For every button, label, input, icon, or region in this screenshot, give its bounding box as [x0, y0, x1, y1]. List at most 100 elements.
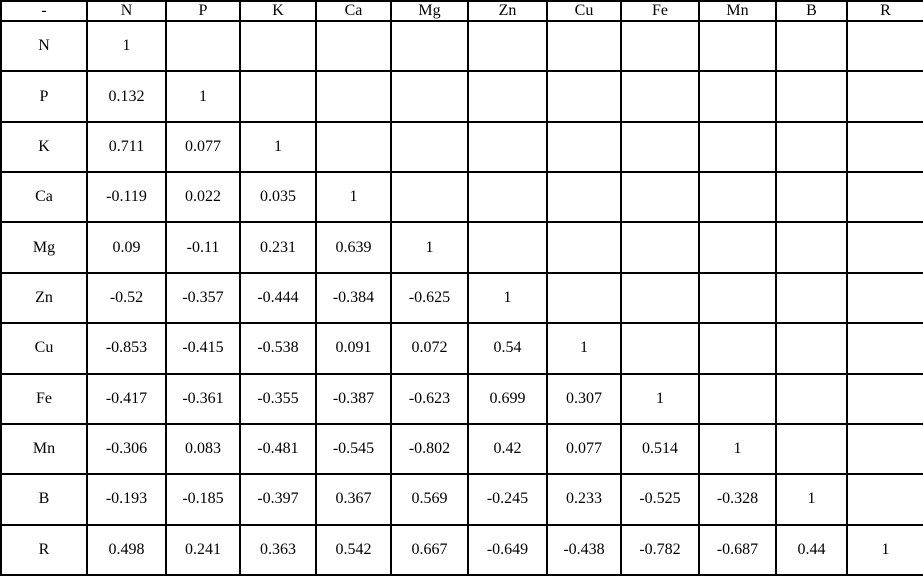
cell-Mn-Ca: -0.545	[315, 422, 392, 476]
cell-K-R	[846, 120, 923, 174]
cell-K-Cu	[546, 120, 622, 174]
cell-Cu-N: -0.853	[86, 322, 167, 375]
cell-Mn-K: -0.481	[239, 422, 317, 476]
cell-Fe-Mn	[698, 372, 777, 425]
cell-R-Mn: -0.687	[698, 523, 777, 576]
cell-K-Zn	[467, 120, 548, 174]
cell-B-Ca: 0.367	[315, 473, 392, 526]
cell-Fe-Zn: 0.699	[467, 372, 548, 425]
cell-R-R: 1	[846, 523, 923, 576]
row-header-P: P	[0, 70, 88, 123]
cell-K-P: 0.077	[165, 120, 241, 174]
cell-Zn-Fe	[620, 271, 700, 325]
cell-K-K: 1	[239, 120, 317, 174]
row-header-Mg: Mg	[0, 221, 88, 274]
cell-Mg-Ca: 0.639	[315, 221, 392, 274]
cell-K-Mn	[698, 120, 777, 174]
cell-N-Mn	[698, 19, 777, 73]
cell-Ca-N: -0.119	[86, 171, 167, 224]
table-row-Mn: Mn -0.306 0.083 -0.481 -0.545 -0.802 0.42 0.077…	[0, 422, 923, 476]
cell-Ca-R	[846, 171, 923, 224]
cell-Mg-Mn	[698, 221, 777, 274]
cell-Mn-P: 0.083	[165, 422, 241, 476]
cell-Mg-B	[775, 221, 848, 274]
cell-Fe-Fe: 1	[620, 372, 700, 425]
cell-B-K: -0.397	[239, 473, 317, 526]
column-header-Fe: Fe	[620, 0, 700, 22]
cell-Ca-Mg	[390, 171, 469, 224]
table-row-Zn: Zn -0.52 -0.357 -0.444 -0.384 -0.625 1	[0, 271, 923, 325]
cell-P-K	[239, 70, 317, 123]
cell-P-B	[775, 70, 848, 123]
cell-Mn-Fe: 0.514	[620, 422, 700, 476]
cell-P-Mn	[698, 70, 777, 123]
cell-R-Mg: 0.667	[390, 523, 469, 576]
cell-R-B: 0.44	[775, 523, 848, 576]
cell-Fe-Mg: -0.623	[390, 372, 469, 425]
cell-N-P	[165, 19, 241, 73]
cell-Mn-N: -0.306	[86, 422, 167, 476]
cell-R-Fe: -0.782	[620, 523, 700, 576]
cell-Cu-Ca: 0.091	[315, 322, 392, 375]
cell-Mn-R	[846, 422, 923, 476]
cell-Fe-R	[846, 372, 923, 425]
cell-Zn-R	[846, 271, 923, 325]
table-row-Fe: Fe -0.417 -0.361 -0.355 -0.387 -0.623 0.699 0.3…	[0, 372, 923, 425]
cell-N-B	[775, 19, 848, 73]
row-header-K: K	[0, 120, 88, 174]
cell-B-P: -0.185	[165, 473, 241, 526]
table-row-Ca: Ca -0.119 0.022 0.035 1	[0, 171, 923, 224]
cell-Mg-Fe	[620, 221, 700, 274]
cell-Mg-R	[846, 221, 923, 274]
cell-Fe-Ca: -0.387	[315, 372, 392, 425]
cell-R-P: 0.241	[165, 523, 241, 576]
cell-P-R	[846, 70, 923, 123]
cell-Mn-Cu: 0.077	[546, 422, 622, 476]
cell-Cu-Fe	[620, 322, 700, 375]
cell-Zn-Zn: 1	[467, 271, 548, 325]
row-header-Cu: Cu	[0, 322, 88, 375]
cell-K-Fe	[620, 120, 700, 174]
cell-Zn-B	[775, 271, 848, 325]
cell-P-P: 1	[165, 70, 241, 123]
cell-N-Ca	[315, 19, 392, 73]
cell-Zn-Ca: -0.384	[315, 271, 392, 325]
row-header-B: B	[0, 473, 88, 526]
cell-B-Mn: -0.328	[698, 473, 777, 526]
cell-N-N: 1	[86, 19, 167, 73]
cell-P-Fe	[620, 70, 700, 123]
cell-B-N: -0.193	[86, 473, 167, 526]
cell-R-Ca: 0.542	[315, 523, 392, 576]
cell-B-R	[846, 473, 923, 526]
table-body: N 1 P 0.132 1 K 0.711 0.077 1 Ca -0.119 0.022 0.035 1…	[0, 19, 923, 576]
cell-Zn-Mn	[698, 271, 777, 325]
cell-Fe-N: -0.417	[86, 372, 167, 425]
row-header-Ca: Ca	[0, 171, 88, 224]
table-row-K: K 0.711 0.077 1	[0, 120, 923, 174]
cell-Ca-Cu	[546, 171, 622, 224]
cell-Zn-N: -0.52	[86, 271, 167, 325]
cell-K-N: 0.711	[86, 120, 167, 174]
cell-P-N: 0.132	[86, 70, 167, 123]
cell-R-N: 0.498	[86, 523, 167, 576]
table-row-R: R 0.498 0.241 0.363 0.542 0.667 -0.649 -0.438 -0…	[0, 523, 923, 576]
cell-Ca-Mn	[698, 171, 777, 224]
cell-Ca-Fe	[620, 171, 700, 224]
table-row-Mg: Mg 0.09 -0.11 0.231 0.639 1	[0, 221, 923, 274]
cell-Fe-P: -0.361	[165, 372, 241, 425]
column-header-Cu: Cu	[546, 0, 622, 22]
column-header-Ca: Ca	[315, 0, 392, 22]
cell-N-Zn	[467, 19, 548, 73]
cell-K-B	[775, 120, 848, 174]
cell-Ca-B	[775, 171, 848, 224]
cell-R-Zn: -0.649	[467, 523, 548, 576]
cell-N-R	[846, 19, 923, 73]
cell-Mn-B	[775, 422, 848, 476]
cell-B-Mg: 0.569	[390, 473, 469, 526]
cell-N-Mg	[390, 19, 469, 73]
cell-P-Cu	[546, 70, 622, 123]
cell-Zn-K: -0.444	[239, 271, 317, 325]
